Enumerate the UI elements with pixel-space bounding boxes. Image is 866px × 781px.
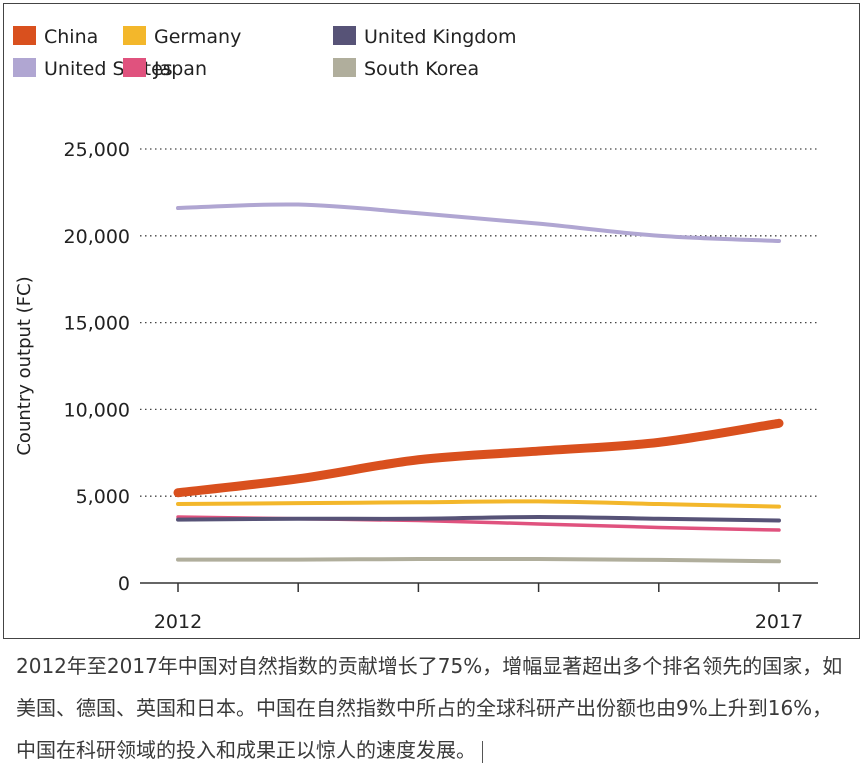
legend-swatch — [333, 58, 356, 77]
y-tick-label: 20,000 — [64, 226, 130, 248]
legend-label: China — [44, 26, 98, 48]
series-line-germany — [176, 499, 781, 509]
legend-label: South Korea — [364, 58, 479, 80]
legend-swatch — [13, 26, 36, 45]
x-axis: 2012 2017 — [140, 582, 818, 633]
series-line-united-kingdom — [176, 515, 781, 523]
caption-text: 2012年至2017年中国对自然指数的贡献增长了75%，增幅显著超出多个排名领先… — [16, 654, 843, 762]
y-axis-ticks: 0 5,000 10,000 15,000 20,000 25,000 — [64, 139, 130, 595]
chart-gridlines — [140, 148, 818, 497]
figure-frame — [3, 3, 860, 639]
y-tick-label: 10,000 — [64, 399, 130, 421]
y-axis-label: Country output (FC) — [14, 276, 35, 455]
text-cursor — [482, 740, 483, 763]
series-line-china — [173, 418, 784, 498]
figure-caption: 2012年至2017年中国对自然指数的贡献增长了75%，增幅显著超出多个排名领先… — [16, 645, 851, 771]
legend-swatch — [123, 58, 146, 77]
legend-label: Germany — [154, 26, 241, 48]
legend-swatch — [13, 58, 36, 77]
legend-label: United Kingdom — [364, 26, 517, 48]
chart-series — [173, 202, 784, 564]
y-tick-label: 5,000 — [76, 486, 130, 508]
legend-label: Japan — [153, 58, 207, 80]
y-tick-label: 15,000 — [64, 313, 130, 335]
legend-swatch — [123, 26, 146, 45]
x-tick-label: 2017 — [755, 611, 803, 633]
series-line-south-korea — [176, 556, 781, 564]
series-line-united-states — [176, 202, 781, 244]
y-tick-label: 0 — [118, 573, 130, 595]
legend-swatch — [333, 26, 356, 45]
x-tick-label: 2012 — [154, 611, 202, 633]
y-tick-label: 25,000 — [64, 139, 130, 161]
